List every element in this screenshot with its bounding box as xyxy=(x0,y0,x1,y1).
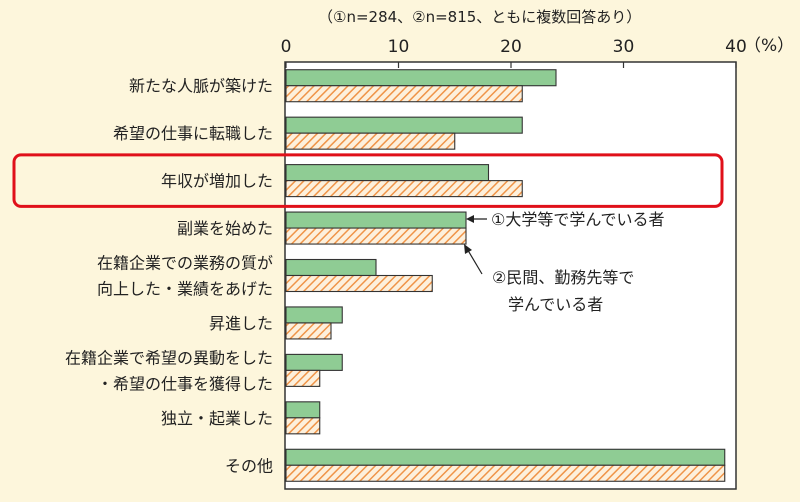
axis-unit: （%） xyxy=(744,36,794,56)
category-label: 独立・起業した xyxy=(161,409,273,428)
x-tick-label: 0 xyxy=(281,37,292,57)
bar-series-2 xyxy=(285,322,332,340)
bar-series-2 xyxy=(285,227,467,245)
bar-series-1 xyxy=(285,306,343,324)
category-label: 昇進した xyxy=(209,314,273,333)
bar-series-2 xyxy=(285,274,433,293)
bar-series-1 xyxy=(285,116,523,134)
bar-series-2 xyxy=(285,369,321,387)
chart-note: （①n=284、②n=815、ともに複数回答あり） xyxy=(318,8,641,26)
series-1-arrowhead xyxy=(466,215,474,223)
bar-series-2 xyxy=(285,417,321,435)
bar-series-1 xyxy=(285,69,557,87)
category-label: 在籍企業での業務の質が xyxy=(97,254,273,273)
category-label: 希望の仕事に転職した xyxy=(113,124,273,143)
x-tick-label: 10 xyxy=(388,37,410,57)
category-labels: 新たな人脈が築けた希望の仕事に転職した年収が増加した副業を始めた在籍企業での業務… xyxy=(65,77,273,476)
series-1-callout: ①大学等で学んでいる者 xyxy=(466,210,665,229)
bar-series-1 xyxy=(285,448,726,466)
series-2-label-line2: 学んでいる者 xyxy=(508,295,603,314)
category-label: その他 xyxy=(225,456,273,475)
x-tick-label: 40 xyxy=(725,37,747,57)
series-2-arrowhead xyxy=(464,244,472,254)
x-axis-ticks: 0 10 20 30 40 xyxy=(281,37,747,57)
category-label: 新たな人脈が築けた xyxy=(129,77,273,96)
category-label: ・希望の仕事を獲得した xyxy=(97,374,273,393)
bar-series-2 xyxy=(285,132,456,150)
bar-series-2 xyxy=(285,464,726,482)
highlight-box xyxy=(12,153,724,208)
bar-series-1 xyxy=(285,353,343,371)
series-1-label: ①大学等で学んでいる者 xyxy=(491,210,665,229)
x-tick-label: 20 xyxy=(500,37,522,57)
category-label: 在籍企業で希望の異動をした xyxy=(65,348,273,367)
category-label: 副業を始めた xyxy=(177,219,273,238)
x-tick-label: 30 xyxy=(613,37,635,57)
bar-series-1 xyxy=(285,401,321,419)
bar-series-2 xyxy=(285,180,523,198)
tick-marks xyxy=(285,62,737,68)
bar-series-1 xyxy=(285,258,377,277)
category-label: 向上した・業績をあげた xyxy=(97,280,273,299)
series-2-label-line1: ②民間、勤務先等で xyxy=(492,268,634,287)
series-2-callout: ②民間、勤務先等で 学んでいる者 xyxy=(464,244,634,314)
category-label: 年収が増加した xyxy=(161,172,273,191)
bar-series-1 xyxy=(285,164,490,182)
bar-series-1 xyxy=(285,211,467,229)
bar-series-2 xyxy=(285,85,523,103)
bars xyxy=(285,69,726,482)
